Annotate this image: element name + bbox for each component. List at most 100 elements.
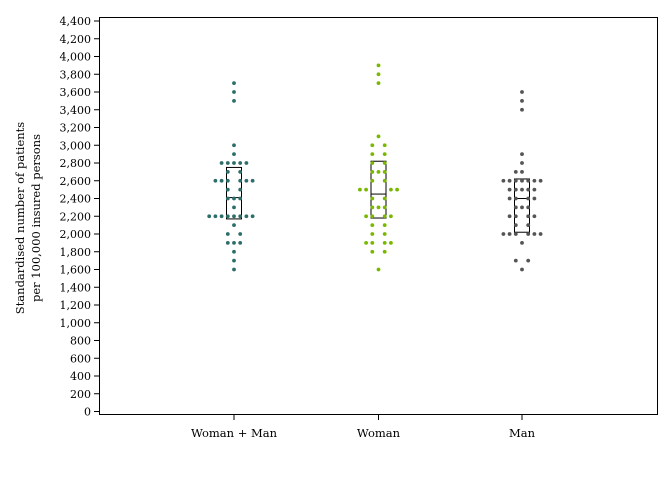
data-point bbox=[238, 232, 243, 236]
y-tick-label: 1,200 bbox=[60, 299, 92, 312]
data-point bbox=[526, 196, 531, 201]
x-category-label: Woman + Man bbox=[191, 426, 278, 440]
data-point bbox=[376, 72, 381, 77]
data-point bbox=[370, 240, 375, 245]
series-group bbox=[207, 81, 255, 272]
data-point bbox=[507, 196, 512, 201]
data-point bbox=[238, 240, 243, 245]
data-point bbox=[238, 161, 243, 165]
data-point bbox=[376, 267, 381, 272]
data-point bbox=[532, 232, 537, 236]
data-point bbox=[382, 196, 387, 201]
y-tick-label: 2,600 bbox=[60, 175, 92, 188]
data-point bbox=[382, 143, 387, 148]
data-point bbox=[207, 214, 212, 219]
data-point bbox=[526, 205, 531, 210]
data-point bbox=[225, 169, 230, 174]
data-point bbox=[513, 169, 518, 174]
data-point bbox=[513, 205, 518, 210]
data-point bbox=[358, 187, 362, 192]
y-tick-label: 3,200 bbox=[60, 122, 92, 135]
data-point bbox=[532, 178, 537, 183]
data-point bbox=[232, 152, 236, 157]
y-tick-label: 1,000 bbox=[60, 317, 92, 330]
data-point bbox=[526, 178, 531, 183]
data-point bbox=[520, 107, 524, 112]
data-point bbox=[232, 258, 236, 263]
data-point bbox=[376, 134, 381, 139]
data-point bbox=[370, 161, 375, 165]
data-point bbox=[364, 187, 368, 192]
data-point bbox=[532, 187, 537, 192]
data-point bbox=[382, 223, 387, 228]
data-point bbox=[513, 223, 518, 228]
y-tick-label: 1,600 bbox=[60, 264, 92, 277]
y-tick-label: 3,600 bbox=[60, 86, 92, 99]
y-tick-label: 2,400 bbox=[60, 193, 92, 206]
data-point bbox=[382, 214, 387, 219]
data-point bbox=[250, 214, 255, 219]
data-point bbox=[370, 196, 375, 201]
y-tick-label: 0 bbox=[84, 406, 91, 419]
y-axis-label-line-2: per 100,000 insured persons bbox=[29, 134, 43, 302]
data-point bbox=[213, 214, 218, 219]
data-point bbox=[382, 205, 387, 210]
y-axis-label-line-1: Standardised number of patients bbox=[13, 122, 27, 314]
data-point bbox=[513, 196, 518, 201]
data-point bbox=[520, 90, 524, 94]
data-point bbox=[232, 223, 236, 228]
data-point bbox=[225, 161, 230, 165]
data-point bbox=[532, 214, 537, 219]
data-point bbox=[370, 169, 375, 174]
y-tick-label: 4,400 bbox=[60, 15, 92, 28]
data-point bbox=[232, 196, 236, 201]
y-tick-label: 600 bbox=[70, 352, 91, 365]
y-tick-label: 800 bbox=[70, 335, 91, 348]
data-point bbox=[389, 240, 393, 245]
series-group bbox=[358, 63, 399, 272]
data-point bbox=[370, 178, 375, 183]
data-point bbox=[382, 249, 387, 254]
data-point bbox=[238, 214, 243, 219]
data-point bbox=[532, 196, 537, 201]
data-point bbox=[244, 178, 249, 183]
data-point bbox=[213, 178, 218, 183]
data-point bbox=[507, 178, 512, 183]
data-point bbox=[225, 196, 230, 201]
data-point bbox=[513, 258, 518, 263]
data-point bbox=[225, 214, 230, 219]
y-tick-label: 3,000 bbox=[60, 139, 92, 152]
data-point bbox=[513, 214, 518, 219]
data-point bbox=[526, 214, 531, 219]
plot-marks bbox=[207, 63, 543, 272]
iqr-box bbox=[226, 166, 242, 220]
data-point bbox=[219, 214, 224, 219]
data-point bbox=[382, 152, 387, 157]
data-point bbox=[526, 187, 531, 192]
data-point bbox=[513, 178, 518, 183]
y-tick-label: 1,400 bbox=[60, 281, 92, 294]
data-point bbox=[219, 161, 224, 165]
data-point bbox=[232, 205, 236, 210]
data-point bbox=[501, 178, 506, 183]
x-axis: Woman + Man Woman Man bbox=[191, 414, 536, 440]
data-point bbox=[232, 214, 236, 219]
data-point bbox=[250, 178, 255, 183]
data-point bbox=[520, 205, 524, 210]
x-category-label: Man bbox=[509, 426, 536, 440]
y-tick-label: 2,000 bbox=[60, 228, 92, 241]
data-point bbox=[370, 152, 375, 157]
y-tick-label: 2,800 bbox=[60, 157, 92, 170]
data-point bbox=[520, 161, 524, 165]
data-point bbox=[389, 187, 393, 192]
data-point bbox=[538, 178, 543, 183]
data-point bbox=[238, 169, 243, 174]
plot-frame bbox=[99, 17, 658, 415]
data-point bbox=[370, 205, 375, 210]
data-point bbox=[538, 232, 543, 236]
data-point bbox=[219, 178, 224, 183]
data-point bbox=[370, 143, 375, 148]
data-point bbox=[520, 152, 524, 157]
data-point bbox=[382, 161, 387, 165]
